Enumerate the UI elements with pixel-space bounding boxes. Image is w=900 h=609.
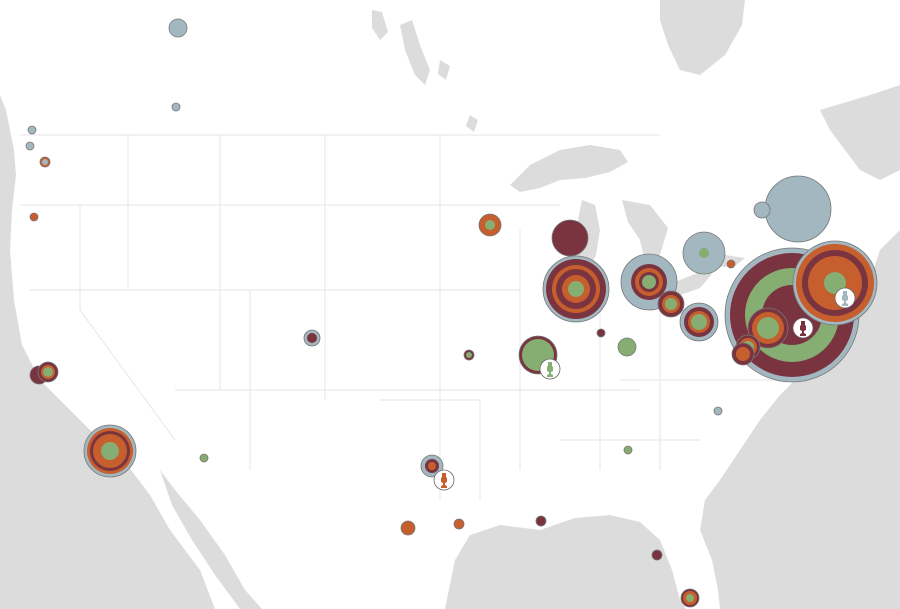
- ring-philadelphia[interactable]: [747, 307, 789, 349]
- dot-seattle-ring-2: [42, 159, 48, 165]
- ring-sf-2[interactable]: [37, 361, 59, 383]
- trophy-icon-st-louis[interactable]: [539, 358, 561, 380]
- dot-kansas-city-ring-2: [466, 352, 472, 358]
- city-markers: [25, 18, 878, 608]
- atlantic-ocean: [700, 230, 900, 609]
- trophy-icon-dallas-cup: [441, 473, 447, 488]
- dot-new-orleans-ring-1: [535, 515, 547, 527]
- dot-raleigh-ring-1: [713, 406, 723, 416]
- ring-dallas-ring-3: [428, 462, 436, 470]
- ring-miami[interactable]: [680, 588, 700, 608]
- gulf-of-california: [160, 470, 262, 609]
- ring-milwaukee-ring-1: [551, 219, 589, 257]
- dot-phoenix-ring-1: [199, 453, 209, 463]
- gulf-of-mexico: [445, 515, 686, 609]
- dot-atlanta[interactable]: [623, 445, 633, 455]
- pacific-ocean: [0, 95, 215, 609]
- ring-dallas[interactable]: [420, 454, 444, 478]
- lake-huron: [622, 200, 668, 262]
- trophy-icon-st-louis-cup: [547, 362, 553, 377]
- dot-vancouver-1-ring-1: [27, 125, 37, 135]
- ring-los-angeles-ring-5: [101, 442, 119, 460]
- dot-cincinnati[interactable]: [617, 337, 637, 357]
- trophy-icon-boston[interactable]: [834, 287, 856, 309]
- dot-vancouver-2-ring-1: [25, 141, 35, 151]
- dot-buffalo-ring-1: [726, 259, 736, 269]
- dot-indianapolis-ring-1: [596, 328, 606, 338]
- ring-minneapolis[interactable]: [478, 213, 502, 237]
- dot-austin-ring-1: [400, 520, 416, 536]
- dot-cincinnati-ring-1: [617, 337, 637, 357]
- lake-superior: [510, 145, 628, 192]
- dot-vancouver-1[interactable]: [27, 125, 37, 135]
- state-borders: [20, 134, 780, 500]
- ring-denver[interactable]: [303, 329, 321, 347]
- ring-montreal-ring-1: [764, 175, 832, 243]
- ring-los-angeles[interactable]: [83, 424, 137, 478]
- trophy-icon-new-york-cup: [800, 321, 806, 336]
- dot-portland[interactable]: [29, 212, 39, 222]
- ring-denver-ring-2: [307, 333, 317, 343]
- ring-far-north-ring-1: [168, 18, 188, 38]
- trophy-icon-boston-cup: [842, 291, 848, 306]
- ring-cleveland[interactable]: [657, 290, 685, 318]
- ring-washington-ring-2: [736, 347, 750, 361]
- dot-vancouver-2[interactable]: [25, 141, 35, 151]
- dot-ottawa-ring-1: [753, 201, 771, 219]
- trophy-icon-new-york[interactable]: [792, 317, 814, 339]
- ring-washington[interactable]: [731, 342, 755, 366]
- ring-toronto[interactable]: [682, 231, 726, 275]
- ring-chicago[interactable]: [542, 255, 610, 323]
- ring-pittsburgh-ring-4: [691, 314, 707, 330]
- dot-buffalo[interactable]: [726, 259, 736, 269]
- cuba: [760, 560, 900, 609]
- ring-pittsburgh[interactable]: [679, 302, 719, 342]
- ring-minneapolis-ring-2: [485, 220, 495, 230]
- dot-houston[interactable]: [453, 518, 465, 530]
- ring-boston[interactable]: [792, 240, 878, 326]
- championship-trophies: [433, 287, 856, 491]
- dot-kansas-city[interactable]: [463, 349, 475, 361]
- lake-winnipeg: [400, 20, 430, 85]
- ring-philadelphia-ring-3: [757, 317, 779, 339]
- dot-phoenix[interactable]: [199, 453, 209, 463]
- dot-ottawa[interactable]: [753, 201, 771, 219]
- dot-tampa[interactable]: [651, 549, 663, 561]
- trophy-icon-dallas[interactable]: [433, 469, 455, 491]
- ring-detroit-ring-5: [642, 275, 656, 289]
- dot-new-orleans[interactable]: [535, 515, 547, 527]
- ring-sf-2-ring-3: [43, 367, 53, 377]
- ring-milwaukee[interactable]: [551, 219, 589, 257]
- dot-portland-ring-1: [29, 212, 39, 222]
- ring-cleveland-ring-3: [665, 298, 677, 310]
- northern-lakes: [372, 10, 478, 132]
- dot-north-ring-1: [171, 102, 181, 112]
- dot-houston-ring-1: [453, 518, 465, 530]
- dot-raleigh[interactable]: [713, 406, 723, 416]
- ring-miami-ring-3: [686, 594, 694, 602]
- gulf-of-st-lawrence: [820, 85, 900, 180]
- dot-indianapolis[interactable]: [596, 328, 606, 338]
- dot-tampa-ring-1: [651, 549, 663, 561]
- ring-toronto-ring-2: [699, 248, 709, 258]
- hudson-bay: [660, 0, 745, 75]
- ring-montreal[interactable]: [764, 175, 832, 243]
- dot-atlanta-ring-1: [623, 445, 633, 455]
- dot-seattle[interactable]: [39, 156, 51, 168]
- dot-north[interactable]: [171, 102, 181, 112]
- ring-boston-ring-5: [824, 272, 846, 294]
- dot-austin[interactable]: [400, 520, 416, 536]
- ring-chicago-ring-6: [568, 281, 584, 297]
- ring-far-north[interactable]: [168, 18, 188, 38]
